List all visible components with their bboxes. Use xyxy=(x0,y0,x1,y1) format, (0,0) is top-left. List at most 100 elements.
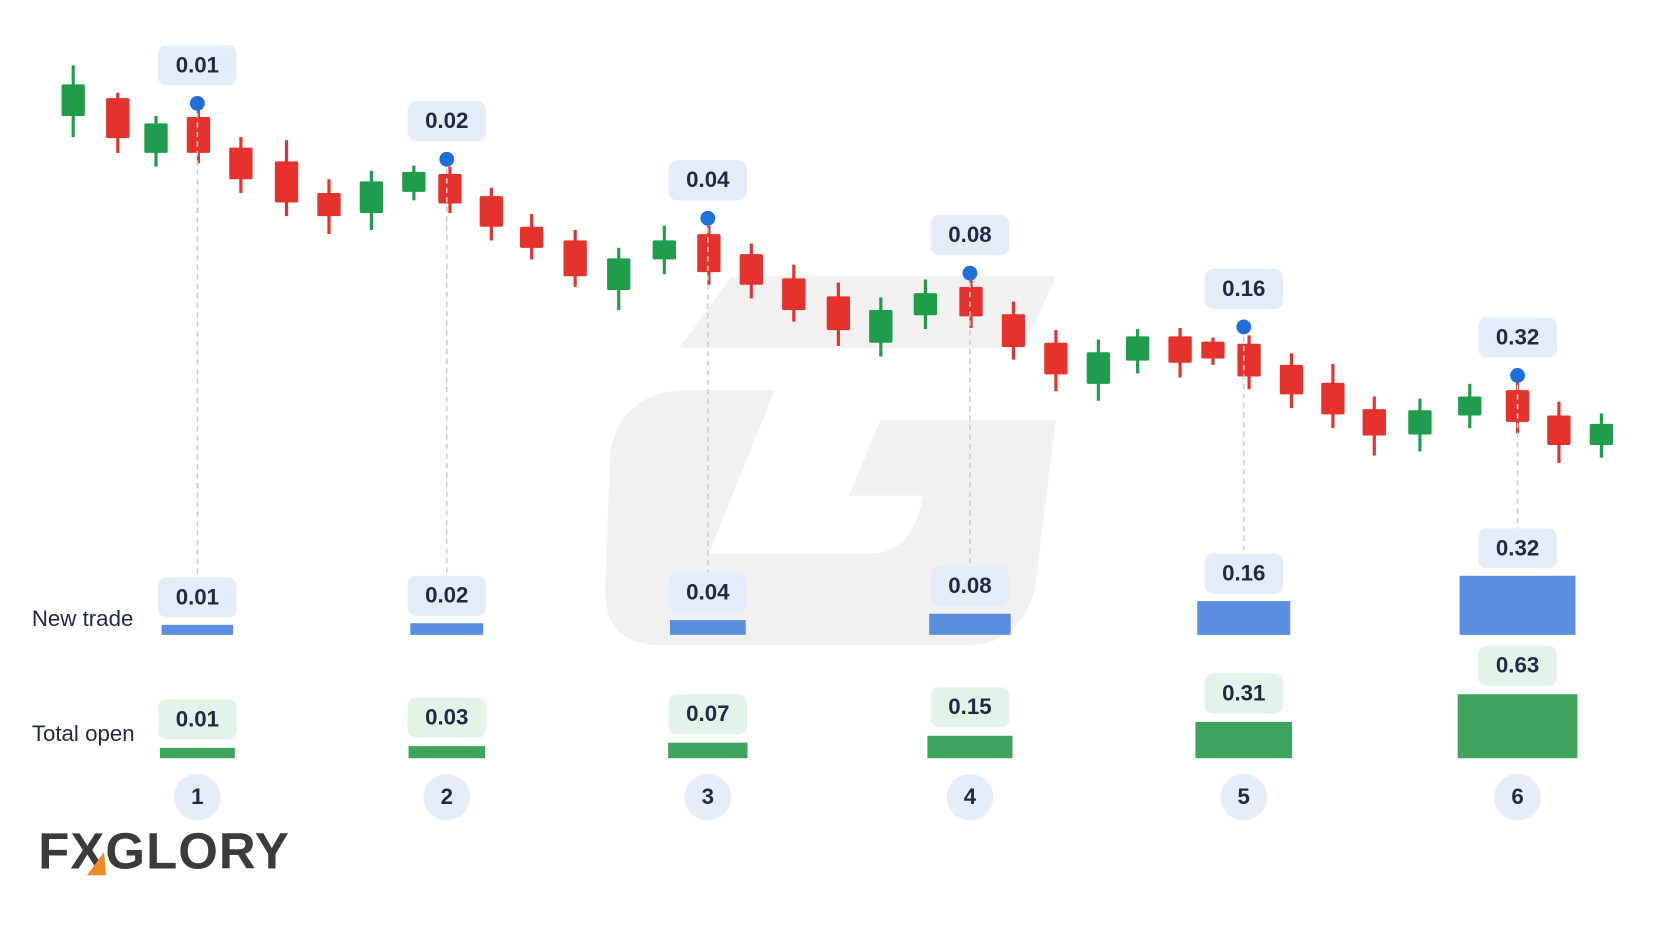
new-trade-label: 0.08 xyxy=(948,573,991,598)
new-trade-bar xyxy=(161,624,234,635)
new-trade-label-box xyxy=(930,566,1010,607)
entry-label-box xyxy=(158,45,237,86)
entry-label: 0.32 xyxy=(1496,324,1539,349)
candle-body xyxy=(959,286,983,317)
step-badge xyxy=(684,774,732,821)
step-number: 1 xyxy=(191,784,203,809)
candle-body xyxy=(274,161,299,203)
total-open-bar xyxy=(1195,721,1293,759)
entry-label: 0.01 xyxy=(176,52,219,77)
candle-body xyxy=(1168,336,1192,363)
total-open-label: 0.31 xyxy=(1222,680,1265,705)
total-open-label-box xyxy=(930,687,1010,728)
candle-body xyxy=(1125,336,1150,361)
candle-body xyxy=(1086,352,1111,384)
candle-body xyxy=(229,147,253,180)
candle-body xyxy=(869,310,893,343)
step-badge xyxy=(423,774,471,821)
candle-body xyxy=(697,234,721,273)
candle-body xyxy=(1237,343,1261,377)
entry-label-box xyxy=(1204,268,1284,309)
step-badge xyxy=(174,774,221,821)
candle-body xyxy=(1001,314,1026,347)
entry-label-box xyxy=(930,215,1010,256)
step-number: 4 xyxy=(964,784,977,809)
new-trade-label: 0.16 xyxy=(1222,561,1265,586)
candle-body xyxy=(607,258,631,290)
total-open-bar xyxy=(927,735,1013,759)
candle-body xyxy=(913,293,938,316)
new-trade-label: 0.04 xyxy=(686,580,730,605)
brand-logo: FXGLORY xyxy=(38,823,290,880)
new-trade-bar xyxy=(1197,601,1291,635)
entry-label-box xyxy=(668,160,748,201)
new-trade-label-box xyxy=(668,572,748,613)
new-trade-label: 0.32 xyxy=(1496,535,1539,560)
new-trade-label-box xyxy=(1478,528,1557,569)
new-trade-label-box xyxy=(1204,553,1284,594)
total-open-label-box xyxy=(1204,673,1284,714)
candle-body xyxy=(1044,342,1068,375)
entry-dot xyxy=(700,210,716,226)
entry-label: 0.04 xyxy=(686,167,730,192)
new-trade-bar xyxy=(1459,575,1576,635)
entry-label-box xyxy=(1478,317,1557,358)
total-open-bar xyxy=(1457,694,1578,759)
total-open-label-box xyxy=(158,699,237,740)
new-trade-label: 0.01 xyxy=(176,584,219,609)
candle-body xyxy=(438,174,462,204)
entry-dot xyxy=(1510,368,1525,383)
entry-dot xyxy=(439,151,455,167)
entry-label: 0.02 xyxy=(425,108,468,133)
candle-body xyxy=(1201,341,1225,359)
candle-body xyxy=(1458,396,1482,416)
candle-body xyxy=(1362,409,1386,436)
entry-label: 0.16 xyxy=(1222,276,1265,301)
candle-body xyxy=(359,181,384,214)
candle-body xyxy=(1408,410,1432,435)
candle-body xyxy=(1589,423,1614,446)
candle-body xyxy=(563,240,587,277)
candle-body xyxy=(520,226,544,248)
total-open-label-box xyxy=(668,694,748,735)
total-open-label-box xyxy=(1478,645,1557,686)
candle-body xyxy=(652,240,676,260)
candle-body xyxy=(186,117,211,153)
step-number: 6 xyxy=(1511,784,1523,809)
entry-label-box xyxy=(407,101,487,142)
total-open-label-box xyxy=(407,697,487,738)
candle-body xyxy=(479,196,504,227)
candlestick-chart xyxy=(61,65,1614,463)
new-trade-label-box xyxy=(158,577,237,618)
candle-body xyxy=(1547,415,1571,446)
candle-body xyxy=(61,84,85,116)
step-number: 5 xyxy=(1238,784,1250,809)
candle-body xyxy=(1279,364,1304,395)
step-number: 3 xyxy=(702,784,714,809)
candle-body xyxy=(106,98,130,139)
entry-dot xyxy=(189,95,205,111)
total-open-label: 0.15 xyxy=(948,694,991,719)
entry-dot xyxy=(1236,319,1252,335)
step-badge xyxy=(1494,774,1541,821)
new-trade-bar xyxy=(929,613,1011,635)
entry-dot xyxy=(962,265,978,281)
step-number: 2 xyxy=(441,784,453,809)
total-open-bar xyxy=(408,746,486,759)
total-open-bar xyxy=(668,742,748,759)
new-trade-label: 0.02 xyxy=(425,583,468,608)
new-trade-label-box xyxy=(407,575,487,616)
total-open-label: 0.63 xyxy=(1496,653,1539,678)
candle-body xyxy=(739,254,764,285)
total-open-label: 0.07 xyxy=(686,701,729,726)
candle-body xyxy=(144,123,168,153)
new-trade-bar xyxy=(669,620,746,635)
step-badge xyxy=(1220,774,1268,821)
total-open-bar xyxy=(159,747,235,759)
candle-body xyxy=(402,171,426,192)
total-open-label: 0.01 xyxy=(176,706,219,731)
candle-body xyxy=(1321,382,1345,415)
row-label: New trade xyxy=(32,606,134,631)
